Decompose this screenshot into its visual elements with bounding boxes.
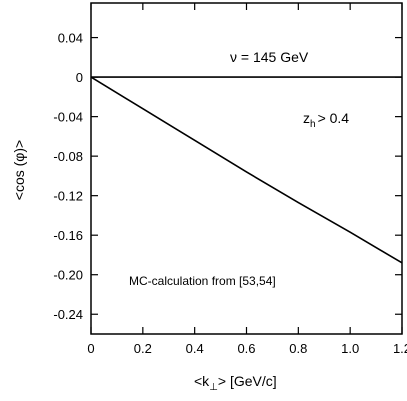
zh-annotation: zh > 0.4 (303, 110, 349, 130)
y-tick-label: -0.16 (53, 228, 83, 243)
x-tick-label: 1.2 (393, 341, 407, 356)
x-tick-label: 0.4 (186, 341, 204, 356)
y-tick-label: 0 (76, 70, 83, 85)
x-tick-label: 1.0 (341, 341, 359, 356)
x-axis-label: <k⊥> [GeV/c] (194, 373, 277, 393)
y-tick-label: -0.12 (53, 189, 83, 204)
ticks: 0 0.2 0.4 0.6 0.8 1.0 1.2 0.04 0 -0.04 -0.08 -0.12 -… (53, 3, 407, 356)
mc-calculation-line (90, 76, 403, 264)
x-tick-label: 0.6 (237, 341, 255, 356)
y-tick-label: -0.24 (53, 307, 83, 322)
x-tick-label: 0.2 (134, 341, 152, 356)
series-group (90, 76, 403, 264)
y-axis-label: <cos (φ)> (11, 140, 27, 200)
source-annotation: MC-calculation from [53,54] (129, 274, 276, 288)
x-tick-label: 0.8 (289, 341, 307, 356)
x-tick-label: 0 (87, 341, 94, 356)
energy-annotation: ν = 145 GeV (230, 49, 309, 65)
y-tick-label: -0.08 (53, 149, 83, 164)
y-tick-label: -0.20 (53, 268, 83, 283)
y-tick-label: 0.04 (58, 31, 83, 46)
y-tick-label: -0.04 (53, 110, 83, 125)
